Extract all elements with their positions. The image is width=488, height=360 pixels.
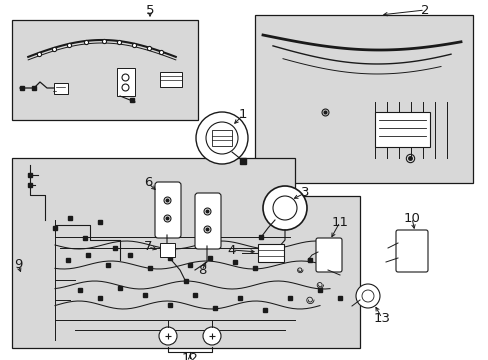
- Circle shape: [205, 122, 238, 154]
- FancyBboxPatch shape: [395, 230, 427, 272]
- FancyBboxPatch shape: [315, 238, 341, 272]
- Bar: [258, 244, 284, 262]
- Text: 5: 5: [145, 4, 154, 17]
- Text: 9: 9: [14, 258, 22, 271]
- Polygon shape: [12, 158, 359, 348]
- Text: 3: 3: [300, 186, 308, 199]
- Text: 10: 10: [403, 211, 420, 225]
- Circle shape: [196, 112, 247, 164]
- Bar: [212, 130, 231, 146]
- Text: 13: 13: [373, 311, 390, 324]
- Text: 6: 6: [143, 176, 152, 189]
- Bar: [160, 243, 175, 257]
- Bar: [117, 68, 135, 96]
- Circle shape: [355, 284, 379, 308]
- Bar: [160, 72, 182, 87]
- FancyBboxPatch shape: [155, 182, 181, 238]
- Bar: [374, 112, 429, 148]
- Bar: [54, 83, 68, 94]
- Text: 8: 8: [198, 265, 206, 278]
- Circle shape: [272, 196, 296, 220]
- Text: 7: 7: [143, 240, 152, 253]
- Circle shape: [159, 327, 177, 345]
- Text: 2: 2: [420, 4, 428, 17]
- Bar: [254, 15, 472, 183]
- Circle shape: [203, 327, 221, 345]
- Text: 4: 4: [227, 243, 236, 256]
- Text: 12: 12: [181, 351, 198, 360]
- Circle shape: [361, 290, 373, 302]
- Text: 11: 11: [331, 216, 348, 229]
- Circle shape: [263, 186, 306, 230]
- FancyBboxPatch shape: [195, 193, 221, 249]
- Text: 1: 1: [238, 108, 247, 122]
- Bar: [12, 20, 198, 120]
